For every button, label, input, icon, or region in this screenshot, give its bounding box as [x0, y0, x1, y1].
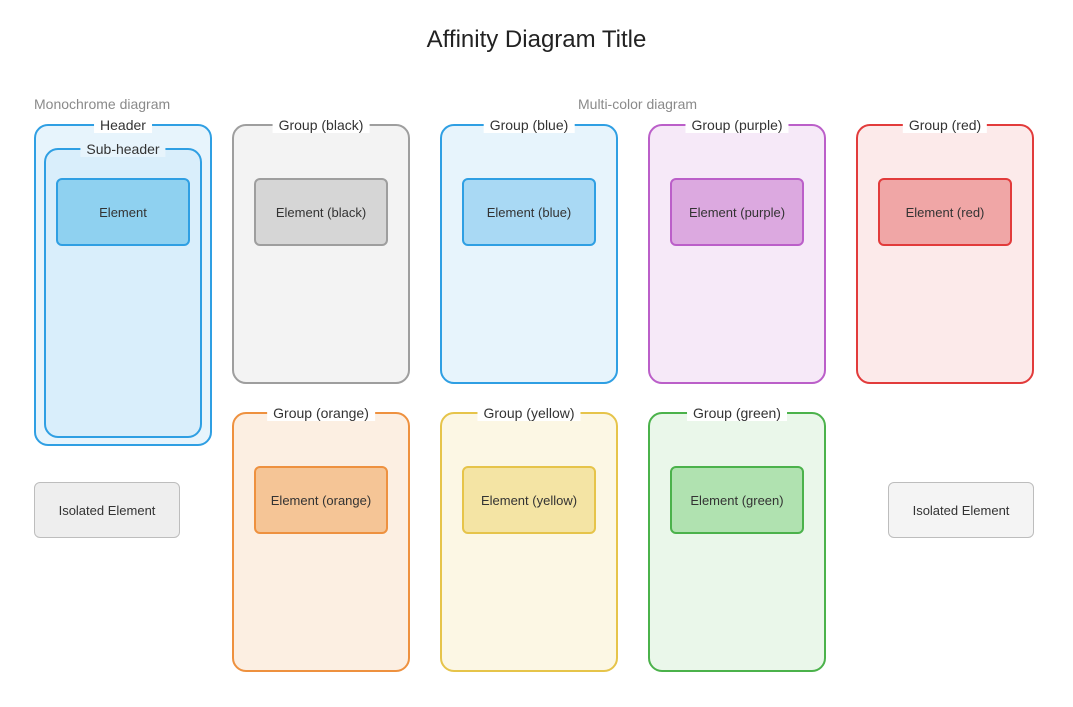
group-orange: Group (orange) [232, 412, 410, 672]
group-label-black: Group (black) [273, 117, 370, 133]
group-label-yellow: Group (yellow) [477, 405, 580, 421]
diagram-canvas: Affinity Diagram Title Monochrome diagra… [0, 0, 1073, 707]
element-black: Element (black) [254, 178, 388, 246]
group-red: Group (red) [856, 124, 1034, 384]
group-yellow: Group (yellow) [440, 412, 618, 672]
group-green: Group (green) [648, 412, 826, 672]
group-purple: Group (purple) [648, 124, 826, 384]
element-red: Element (red) [878, 178, 1012, 246]
element-green: Element (green) [670, 466, 804, 534]
group-label-green: Group (green) [687, 405, 787, 421]
group-label-red: Group (red) [903, 117, 987, 133]
isolated-element-right: Isolated Element [888, 482, 1034, 538]
group-label-subheader: Sub-header [80, 141, 165, 157]
diagram-title: Affinity Diagram Title [0, 26, 1073, 54]
element-header: Element [56, 178, 190, 246]
group-label-orange: Group (orange) [267, 405, 375, 421]
element-blue: Element (blue) [462, 178, 596, 246]
group-label-blue: Group (blue) [484, 117, 575, 133]
element-yellow: Element (yellow) [462, 466, 596, 534]
section-label-multicolor: Multi-color diagram [578, 96, 697, 112]
element-purple: Element (purple) [670, 178, 804, 246]
group-black: Group (black) [232, 124, 410, 384]
section-label-monochrome: Monochrome diagram [34, 96, 170, 112]
element-orange: Element (orange) [254, 466, 388, 534]
group-blue: Group (blue) [440, 124, 618, 384]
group-label-header: Header [94, 117, 152, 133]
isolated-element-left: Isolated Element [34, 482, 180, 538]
group-label-purple: Group (purple) [685, 117, 788, 133]
